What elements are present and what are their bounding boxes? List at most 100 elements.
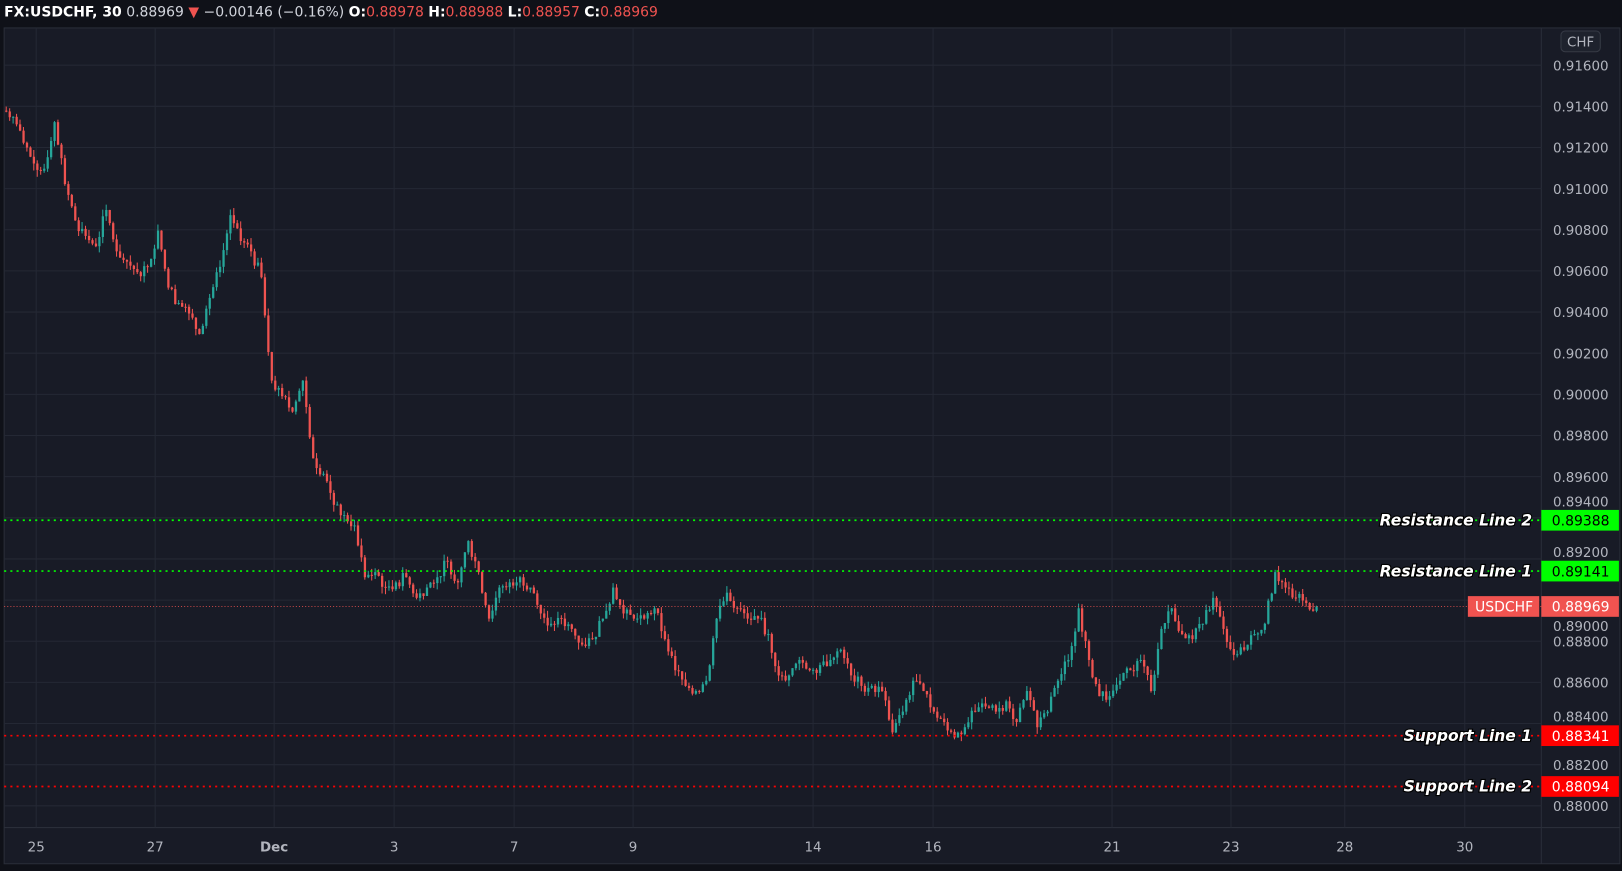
candle-body — [518, 577, 522, 583]
candle-body — [1256, 633, 1260, 635]
candle-body — [946, 722, 949, 731]
candle-body — [284, 396, 287, 398]
candle-body — [1287, 587, 1291, 589]
candle-body — [281, 388, 284, 397]
candle-body — [370, 574, 373, 576]
candle-body — [1291, 588, 1294, 598]
candle-body — [215, 272, 218, 288]
candle-body — [91, 240, 94, 244]
resistance-line-2-price-tag[interactable]: 0.89388 — [1541, 509, 1619, 531]
date-tick-label: 28 — [1336, 840, 1353, 855]
last-price: 0.88969 — [126, 5, 184, 21]
candle-body — [449, 561, 453, 575]
candle-body — [925, 691, 929, 695]
candle-body — [1067, 659, 1070, 662]
price-axis[interactable]: 0.91600 0.91400 0.91200 0.91000 0.90800 0.906… — [1553, 59, 1609, 815]
candle-body — [577, 635, 580, 643]
support-line-2-price-tag[interactable]: 0.88094 — [1541, 776, 1619, 797]
candle-body — [1212, 597, 1215, 610]
candle-body — [667, 639, 670, 652]
candle-body — [953, 731, 956, 738]
price-tick-label: 0.90800 — [1553, 224, 1609, 239]
candle-body — [81, 228, 84, 232]
candle-body — [498, 587, 501, 598]
price-tick-label: 0.89600 — [1553, 471, 1609, 486]
candle-body — [191, 313, 194, 318]
candle-body — [1215, 597, 1218, 607]
symbol-tag-background — [1467, 596, 1540, 617]
candle-body — [960, 732, 963, 735]
candle-body — [870, 685, 873, 688]
candle-body — [39, 169, 42, 171]
price-tick-label: 0.88000 — [1553, 800, 1609, 815]
candle-body — [387, 586, 391, 588]
candle-body — [256, 262, 260, 266]
candle-body — [1025, 691, 1029, 701]
candle-body — [912, 680, 915, 696]
candle-body — [587, 638, 591, 646]
symbol[interactable]: FX:USDCHF, 30 — [4, 5, 122, 21]
candle-body — [84, 228, 87, 236]
price-tick-label: 0.89200 — [1553, 546, 1609, 561]
candle-body — [177, 303, 180, 305]
candle-body — [887, 700, 891, 720]
candle-body — [453, 574, 456, 581]
candle-body — [591, 638, 594, 640]
candle-body — [991, 705, 994, 708]
candle-body — [115, 239, 118, 252]
candle-body — [970, 710, 973, 723]
candle-body — [136, 269, 139, 273]
open-label: O: — [349, 5, 366, 21]
candle-body — [653, 608, 656, 614]
candle-body — [1008, 701, 1011, 709]
last-price-tag[interactable]: USDCHF 0.88969 — [1467, 596, 1619, 617]
candle-body — [308, 407, 311, 438]
symbol-tag: USDCHF — [1475, 600, 1533, 616]
candle-body — [1018, 707, 1022, 723]
candle-body — [408, 577, 411, 585]
candle-body — [1001, 708, 1004, 711]
candle-body — [612, 587, 615, 604]
support-line-1-price-tag[interactable]: 0.88341 — [1541, 725, 1619, 747]
candle-body — [1149, 675, 1153, 692]
candle-body — [25, 142, 29, 148]
candle-body — [1239, 647, 1242, 655]
date-tick-label: Dec — [260, 840, 288, 855]
candle-body — [170, 287, 173, 290]
candle-body — [287, 397, 291, 408]
candle-body — [425, 587, 429, 596]
candle-body — [56, 122, 60, 145]
candle-body — [225, 233, 229, 251]
candle-body — [125, 259, 129, 262]
candle-body — [1194, 628, 1198, 640]
candle-body — [432, 582, 436, 584]
candle-body — [812, 669, 815, 671]
candle-body — [360, 545, 363, 558]
candle-body — [146, 266, 149, 268]
candle-body — [263, 277, 267, 316]
candle-body — [1301, 594, 1304, 601]
candle-body — [501, 586, 504, 588]
candle-body — [1022, 700, 1025, 708]
candle-body — [229, 215, 232, 234]
date-tick-label: 16 — [925, 840, 942, 855]
candle-body — [336, 504, 339, 506]
candle-body — [939, 717, 942, 719]
price-tag-background — [1541, 596, 1619, 617]
resistance-line-1-price-tag[interactable]: 0.89141 — [1541, 560, 1619, 582]
candle-body — [1170, 608, 1173, 612]
candle-body — [1208, 609, 1211, 611]
candle-body — [1243, 647, 1246, 650]
candle-body — [822, 661, 825, 666]
candle-body — [974, 710, 977, 712]
candle-body — [1180, 630, 1184, 635]
price-tag-value: 0.89141 — [1552, 564, 1610, 580]
price-change: −0.00146 (−0.16%) — [204, 5, 345, 21]
currency-label[interactable]: CHF — [1560, 30, 1601, 53]
candle-body — [846, 658, 849, 664]
candle-body — [512, 582, 515, 586]
candle-body — [756, 616, 760, 619]
price-tick-label: 0.90200 — [1553, 347, 1609, 362]
time-axis[interactable]: 25 27 Dec 3 7 9 14 16 21 23 28 30 — [28, 840, 1474, 855]
